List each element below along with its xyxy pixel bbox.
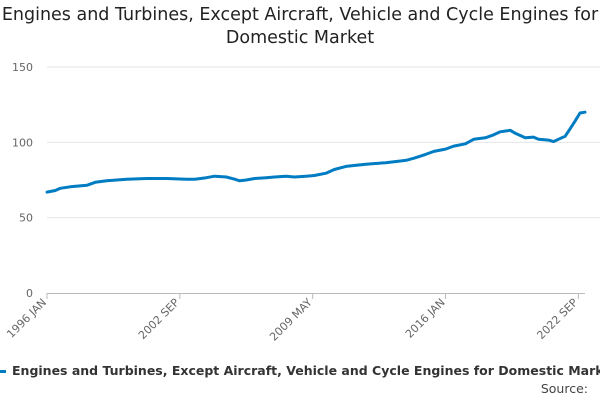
y-tick-label-50: 50 <box>19 212 33 225</box>
x-tick-label-4: 2022 SEP <box>534 296 580 342</box>
grid-lines <box>47 66 600 219</box>
series-line-0 <box>45 110 587 194</box>
legend[interactable]: Engines and Turbines, Except Aircraft, V… <box>0 363 600 383</box>
x-tick-label-1: 2002 SEP <box>136 296 182 342</box>
axes <box>46 293 585 299</box>
x-tick-label-2: 2009 MAY <box>267 296 315 344</box>
y-tick-label-0: 0 <box>26 287 33 300</box>
legend-swatch <box>0 370 6 373</box>
series-layer <box>45 110 587 194</box>
legend-label: Engines and Turbines, Except Aircraft, V… <box>12 363 600 378</box>
y-tick-label-100: 100 <box>12 136 33 149</box>
y-tick-label-150: 150 <box>12 61 33 74</box>
chart-title: Engines and Turbines, Except Aircraft, V… <box>1 5 599 48</box>
tick-labels: 0 50 100 150 1996 JAN 2002 SEP 2009 MAY 2016 JA… <box>4 61 580 344</box>
source-label: Source: <box>540 381 588 396</box>
x-tick-label-3: 2016 JAN <box>403 296 448 341</box>
x-tick-label-0: 1996 JAN <box>4 296 49 341</box>
